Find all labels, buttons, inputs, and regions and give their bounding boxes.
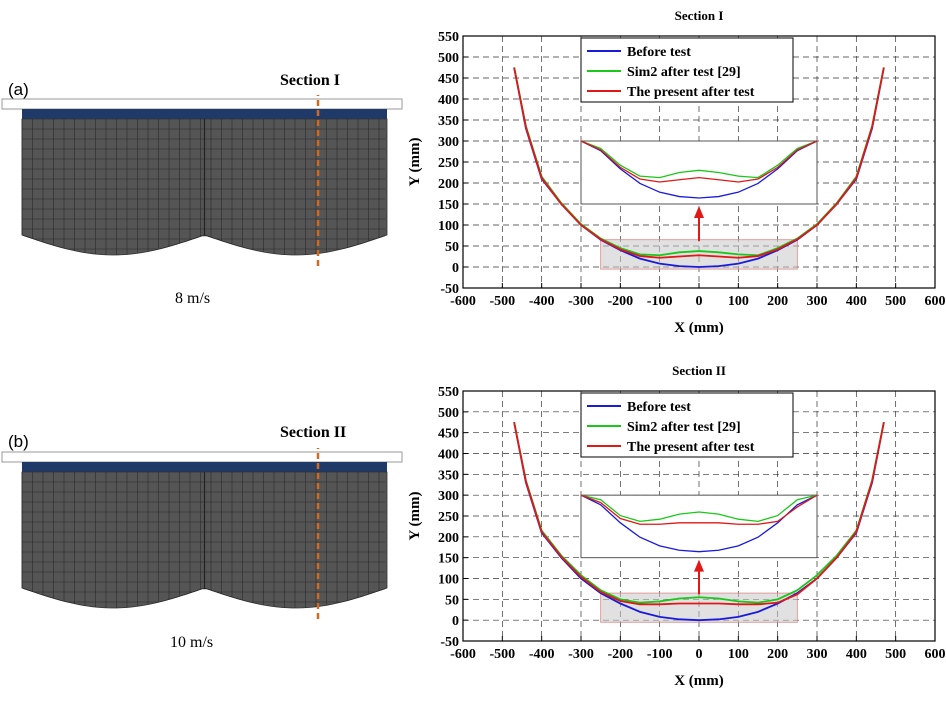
y-tick-label: 500 [438, 406, 459, 421]
y-tick-label: 300 [438, 135, 459, 150]
y-tick-label: 0 [452, 261, 459, 276]
x-tick-label: -400 [529, 294, 555, 309]
present-line-inset [580, 494, 818, 525]
y-tick-label: -50 [440, 635, 459, 650]
y-tick-label: 350 [438, 468, 459, 483]
before-test-line-inset [580, 494, 818, 553]
y-tick-label: 200 [438, 177, 459, 192]
sim2-line [513, 422, 885, 604]
x-tick-label: 300 [807, 647, 828, 662]
x-tick-label: 400 [846, 647, 867, 662]
chart-title: Section II [672, 363, 726, 378]
x-tick-label: -500 [489, 294, 515, 309]
x-tick-label: 400 [846, 294, 867, 309]
legend-label: Sim2 after test [29] [627, 65, 741, 80]
y-axis-label: Y (mm) [407, 137, 423, 186]
speed-label-a: 8 m/s [175, 290, 211, 307]
x-tick-label: -400 [529, 647, 555, 662]
x-tick-label: 200 [767, 647, 788, 662]
x-tick-label: -500 [489, 647, 515, 662]
y-tick-label: 100 [438, 219, 459, 234]
sim2-line-inset [580, 140, 818, 179]
zoom-arrow-head [694, 206, 704, 218]
inset-box [580, 494, 818, 559]
y-tick-label: 0 [452, 614, 459, 629]
x-tick-label: 0 [696, 647, 703, 662]
present-line [513, 67, 885, 259]
x-tick-label: -200 [607, 294, 633, 309]
y-tick-label: 200 [438, 531, 459, 546]
x-tick-label: 200 [767, 294, 788, 309]
legend-label: Before test [627, 400, 691, 415]
mesh-hline [21, 234, 386, 250]
y-tick-label: 250 [438, 510, 459, 525]
x-axis-label: X (mm) [674, 673, 724, 689]
x-tick-label: -200 [607, 647, 633, 662]
speed-label-b: 10 m/s [170, 634, 214, 651]
y-tick-label: 500 [438, 51, 459, 66]
legend-label: Sim2 after test [29] [627, 420, 741, 435]
y-tick-label: 150 [438, 198, 459, 213]
x-tick-label: -300 [568, 294, 594, 309]
y-tick-label: 400 [438, 93, 459, 108]
zoom-region [600, 592, 798, 623]
x-tick-label: -100 [647, 294, 673, 309]
x-tick-label: 600 [925, 294, 946, 309]
mesh-model-a [1, 95, 403, 270]
section-ii-chart: Section II-600 -500 -400 -300 -200 -100 0 100 20… [407, 363, 946, 689]
zoom-arrow-head [694, 559, 704, 572]
y-tick-label: 400 [438, 448, 459, 463]
y-tick-label: 450 [438, 427, 459, 442]
top-flange [22, 462, 387, 472]
top-flange [22, 109, 387, 119]
legend-label: The present after test [627, 85, 755, 100]
section-i-chart: Section I-600 -500 -400 -300 -200 -100 0 100 200… [407, 8, 946, 336]
x-tick-label: 500 [885, 647, 906, 662]
legend-label: The present after test [627, 440, 755, 455]
y-tick-label: 450 [438, 72, 459, 87]
y-tick-label: 300 [438, 489, 459, 504]
x-tick-label: -600 [450, 647, 476, 662]
y-tick-label: 350 [438, 114, 459, 129]
y-tick-label: 100 [438, 573, 459, 588]
y-tick-label: -50 [440, 282, 459, 297]
x-tick-label: 600 [925, 647, 946, 662]
y-tick-label: 550 [438, 30, 459, 45]
x-tick-label: 100 [728, 294, 749, 309]
x-tick-label: 100 [728, 647, 749, 662]
x-tick-label: -600 [450, 294, 476, 309]
x-tick-label: -100 [647, 647, 673, 662]
sim2-line-inset [580, 494, 818, 523]
present-line [513, 422, 885, 606]
section-label-a: Section I [280, 72, 340, 89]
x-tick-label: 0 [696, 294, 703, 309]
present-line-inset [580, 140, 818, 183]
panel-label-b: (b) [8, 432, 29, 451]
section-label-b: Section II [280, 424, 347, 441]
x-axis-label: X (mm) [674, 320, 724, 336]
y-tick-label: 250 [438, 156, 459, 171]
x-tick-label: -300 [568, 647, 594, 662]
inset-box [580, 140, 818, 205]
y-tick-label: 150 [438, 552, 459, 567]
chart-title: Section I [675, 8, 724, 23]
top-frame [1, 451, 403, 463]
panel-label-a: (a) [8, 80, 29, 99]
x-tick-label: 500 [885, 294, 906, 309]
mesh-hline [21, 587, 386, 603]
y-tick-label: 550 [438, 385, 459, 400]
mesh-model-b [1, 448, 403, 623]
y-tick-label: 50 [445, 240, 459, 255]
top-frame [1, 98, 403, 110]
before-test-line-inset [580, 140, 818, 199]
x-tick-label: 300 [807, 294, 828, 309]
legend-label: Before test [627, 45, 691, 60]
y-axis-label: Y (mm) [407, 491, 423, 540]
y-tick-label: 50 [445, 593, 459, 608]
